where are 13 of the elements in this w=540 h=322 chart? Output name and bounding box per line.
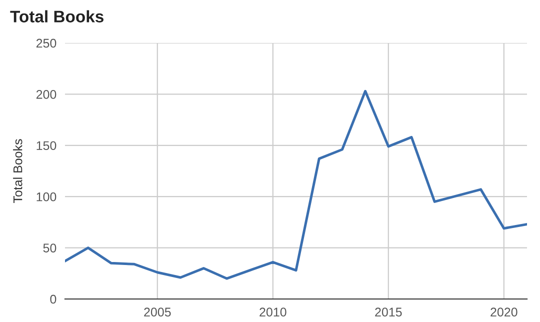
x-tick-label: 2020 [490, 308, 518, 317]
y-tick-label: 50 [43, 244, 56, 252]
y-axis-title: Total Books [13, 139, 22, 204]
x-tick-label: 2005 [144, 308, 171, 317]
y-tick-label: 150 [36, 141, 56, 150]
y-tick-label: 100 [36, 192, 56, 202]
y-tick-label: 0 [50, 294, 56, 304]
x-tick-label: 2015 [375, 308, 402, 317]
line-series [65, 90, 527, 280]
y-tick-label: 250 [36, 38, 56, 48]
x-tick-label: 2010 [260, 308, 286, 317]
chart-title: Total Books [10, 10, 104, 22]
y-tick-label: 200 [36, 90, 56, 99]
